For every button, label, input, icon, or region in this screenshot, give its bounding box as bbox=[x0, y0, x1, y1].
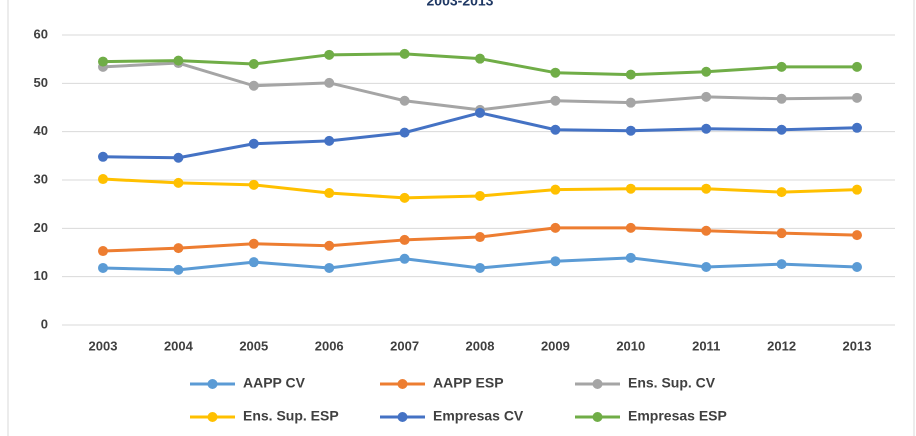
data-point bbox=[475, 107, 485, 118]
x-tick-label: 2010 bbox=[616, 338, 645, 353]
data-point bbox=[173, 243, 184, 254]
data-point bbox=[98, 151, 108, 162]
legend-label: Ens. Sup. CV bbox=[628, 375, 716, 391]
x-tick-label: 2008 bbox=[466, 338, 495, 353]
data-point bbox=[324, 188, 335, 199]
data-point bbox=[324, 49, 335, 60]
legend-marker bbox=[592, 412, 603, 422]
data-point bbox=[399, 127, 410, 138]
x-tick-label: 2003 bbox=[89, 338, 118, 353]
data-point bbox=[776, 187, 787, 198]
x-tick-label: 2011 bbox=[692, 338, 720, 353]
data-point bbox=[248, 257, 259, 268]
legend-label: Empresas ESP bbox=[628, 408, 727, 424]
x-tick-label: 2004 bbox=[164, 338, 194, 353]
data-point bbox=[399, 234, 410, 245]
data-point bbox=[550, 95, 561, 106]
data-point bbox=[475, 190, 485, 201]
data-point bbox=[98, 246, 108, 257]
legend-label: Ens. Sup. ESP bbox=[243, 408, 339, 424]
data-point bbox=[98, 56, 108, 67]
data-point bbox=[248, 80, 259, 91]
data-point bbox=[701, 66, 712, 77]
data-point bbox=[399, 253, 410, 264]
y-tick-label: 40 bbox=[34, 123, 48, 138]
data-point bbox=[776, 93, 787, 104]
x-tick-label: 2012 bbox=[767, 338, 796, 353]
data-point bbox=[701, 225, 712, 236]
data-point bbox=[324, 240, 335, 251]
data-point bbox=[852, 184, 862, 195]
data-point bbox=[701, 91, 712, 102]
data-point bbox=[324, 262, 335, 273]
legend-marker bbox=[397, 379, 408, 389]
data-point bbox=[852, 122, 862, 133]
data-point bbox=[625, 222, 636, 233]
legend-label: AAPP ESP bbox=[433, 375, 504, 391]
y-tick-label: 60 bbox=[34, 26, 48, 41]
data-point bbox=[550, 256, 561, 267]
legend-label: Empresas CV bbox=[433, 408, 524, 424]
data-point bbox=[248, 179, 259, 190]
data-point bbox=[701, 183, 712, 194]
data-point bbox=[550, 222, 561, 233]
data-point bbox=[776, 259, 787, 270]
y-tick-label: 0 bbox=[41, 316, 48, 331]
x-tick-label: 2009 bbox=[541, 338, 570, 353]
y-tick-label: 10 bbox=[34, 268, 48, 283]
data-point bbox=[701, 262, 712, 272]
data-point bbox=[173, 264, 184, 275]
x-tick-label: 2005 bbox=[239, 338, 268, 353]
data-point bbox=[173, 177, 184, 188]
y-tick-label: 50 bbox=[34, 75, 48, 90]
data-point bbox=[475, 262, 485, 273]
data-point bbox=[248, 238, 259, 249]
legend-marker bbox=[207, 412, 218, 422]
data-point bbox=[550, 124, 561, 135]
data-point bbox=[550, 184, 561, 195]
data-point bbox=[776, 61, 787, 72]
data-point bbox=[625, 69, 636, 80]
data-point bbox=[852, 262, 862, 272]
data-point bbox=[324, 135, 335, 146]
data-point bbox=[625, 97, 636, 108]
data-point bbox=[173, 55, 184, 66]
x-tick-label: 2013 bbox=[843, 338, 872, 353]
legend-marker bbox=[207, 379, 218, 389]
data-point bbox=[399, 95, 410, 106]
data-point bbox=[776, 228, 787, 239]
legend-marker bbox=[397, 412, 408, 422]
data-point bbox=[625, 183, 636, 194]
data-point bbox=[475, 53, 485, 64]
y-tick-label: 20 bbox=[34, 220, 48, 235]
legend-marker bbox=[592, 379, 603, 389]
data-point bbox=[399, 48, 410, 59]
data-point bbox=[701, 123, 712, 134]
data-point bbox=[173, 152, 184, 163]
series-line bbox=[102, 111, 858, 160]
x-tick-label: 2007 bbox=[390, 338, 419, 353]
data-point bbox=[98, 262, 108, 273]
data-point bbox=[550, 67, 561, 78]
data-point bbox=[399, 192, 410, 203]
data-point bbox=[852, 230, 862, 241]
data-point bbox=[475, 232, 485, 243]
data-point bbox=[625, 252, 636, 263]
x-tick-label: 2006 bbox=[315, 338, 344, 353]
data-point bbox=[776, 124, 787, 135]
y-tick-label: 30 bbox=[34, 171, 48, 186]
legend-label: AAPP CV bbox=[243, 375, 306, 391]
data-point bbox=[852, 61, 862, 72]
data-point bbox=[625, 125, 636, 136]
data-point bbox=[98, 174, 108, 185]
data-point bbox=[248, 138, 259, 149]
data-point bbox=[852, 92, 862, 103]
data-point bbox=[248, 59, 259, 69]
data-point bbox=[324, 77, 335, 88]
chart-frame bbox=[7, 0, 915, 436]
chart-title: 2003-2013 bbox=[427, 0, 494, 9]
